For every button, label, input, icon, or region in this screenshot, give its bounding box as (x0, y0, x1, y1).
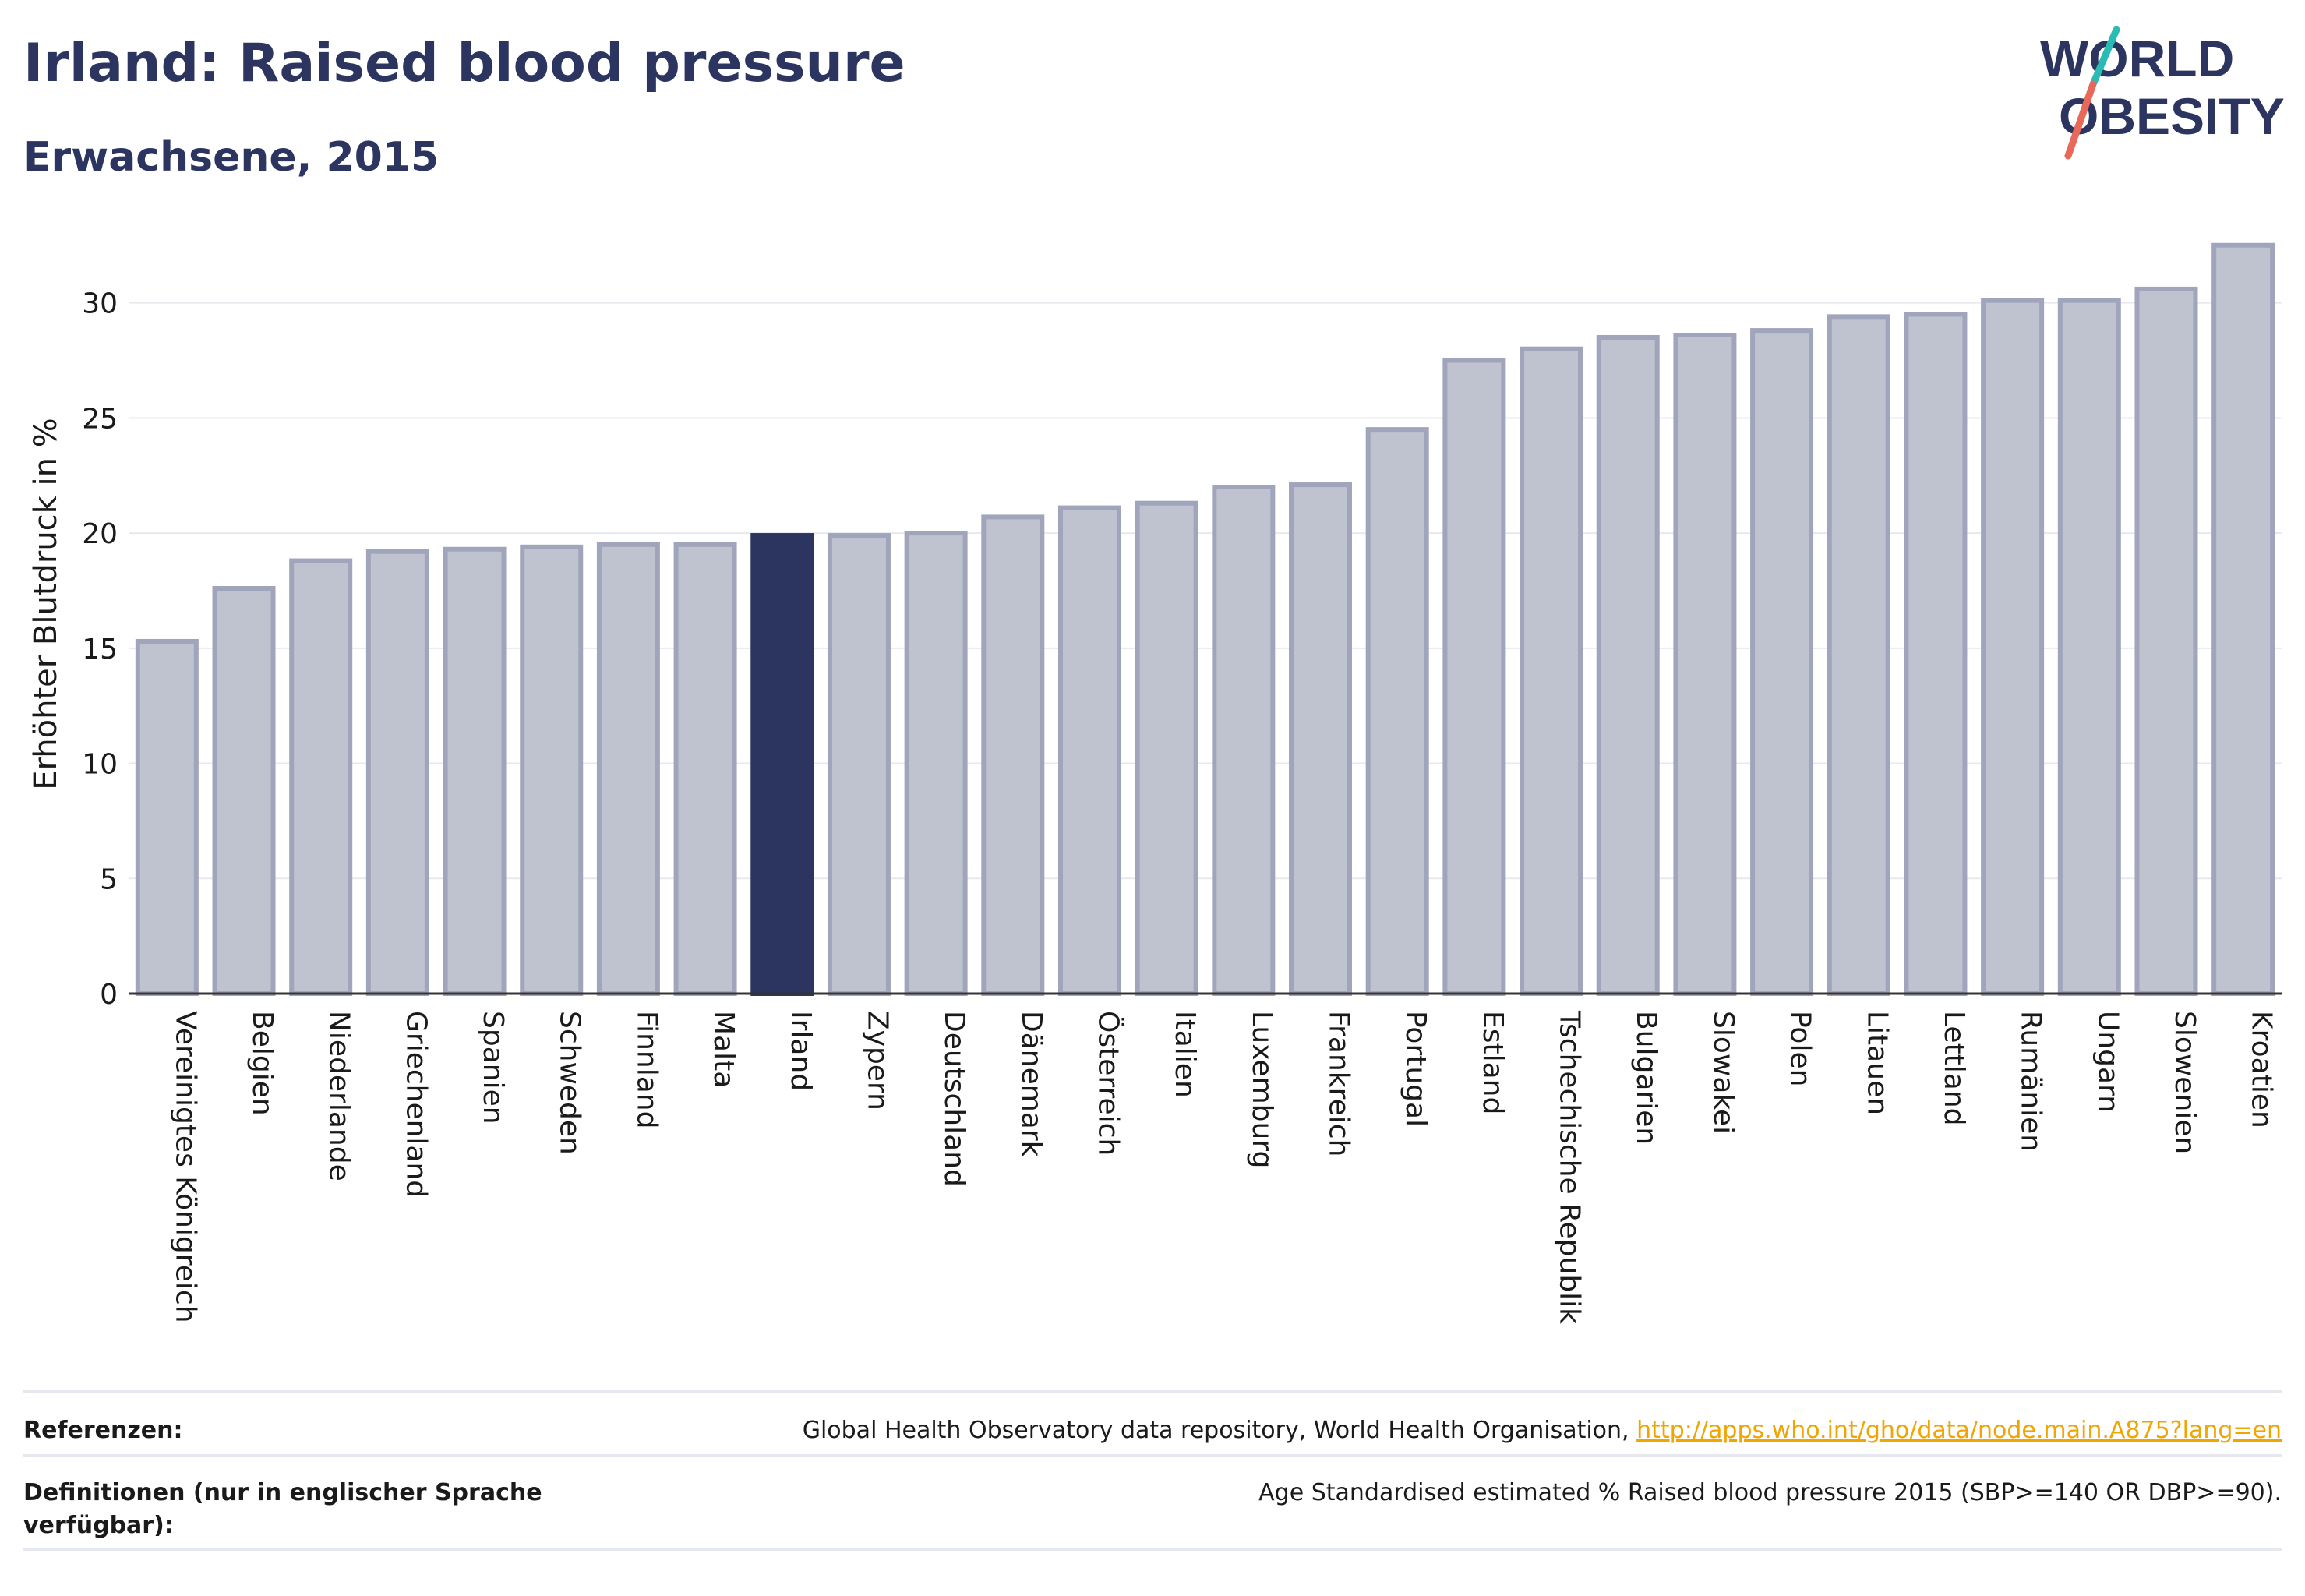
logo-line2: OBESITY (2059, 87, 2285, 145)
y-tick-label: 25 (82, 403, 118, 435)
bar-luxemburg (1212, 485, 1276, 996)
references-value: Global Health Observatory data repositor… (803, 1414, 2282, 1447)
bar-estland (1442, 358, 1506, 996)
x-tick-label: Niederlande (323, 1011, 355, 1181)
references-label: Referenzen: (23, 1417, 183, 1444)
x-tick-label: Vereinigtes Königreich (169, 1011, 201, 1323)
x-tick-label: Spanien (477, 1011, 509, 1125)
x-tick-label: Slowenien (2169, 1011, 2201, 1154)
bar-österreich (1057, 505, 1121, 996)
chart-subtitle: Erwachsene, 2015 (23, 134, 439, 181)
references-row: Referenzen: Global Health Observatory da… (23, 1390, 2282, 1454)
bar-deutschland (904, 531, 968, 996)
y-tick-label: 20 (82, 518, 118, 550)
bar-spanien (443, 546, 507, 996)
x-tick-label: Schweden (554, 1011, 586, 1155)
x-tick-label: Deutschland (938, 1011, 970, 1187)
y-axis-label: Erhöhter Blutdruck in % (28, 418, 64, 789)
x-tick-label: Ungarn (2091, 1011, 2123, 1113)
x-tick-label: Frankreich (1323, 1011, 1355, 1156)
x-tick-label: Tschechische Republik (1554, 1010, 1586, 1324)
bar-ungarn (2057, 298, 2121, 996)
x-tick-label: Griechenland (400, 1011, 432, 1198)
bar-chart: 0 5 10 15 20 25 30 Vereinigtes Königreich Belgie… (28, 242, 2282, 1324)
y-tick-label: 5 (100, 863, 118, 895)
bar-vereinigtes-königreich (135, 638, 199, 996)
logo-slash-bottom (2064, 80, 2097, 160)
bar-dänemark (981, 514, 1045, 996)
x-tick-label: Malta (708, 1011, 740, 1088)
definitions-row: Definitionen (nur in englischer Sprache … (23, 1454, 2282, 1551)
x-tick-label: Irland (785, 1011, 817, 1091)
bar-frankreich (1289, 482, 1353, 996)
bar-griechenland (365, 549, 429, 996)
bar-lettland (1904, 312, 1968, 996)
bar-zypern (827, 533, 891, 996)
x-tick-label: Zypern (861, 1011, 893, 1110)
bar-schweden (520, 544, 584, 996)
logo-line1: WORLD (2040, 30, 2234, 87)
references-text: Global Health Observatory data repositor… (802, 1417, 1629, 1444)
x-tick-label: Luxemburg (1246, 1011, 1278, 1168)
bar-finnland (596, 542, 660, 996)
y-tick-label: 30 (82, 288, 118, 320)
x-tick-label: Italien (1169, 1011, 1201, 1098)
x-tick-label: Finnland (630, 1011, 662, 1128)
bar-portugal (1365, 427, 1429, 996)
bar-polen (1750, 328, 1814, 997)
definitions-label: Definitionen (nur in englischer Sprache … (23, 1479, 542, 1539)
y-tick-label: 15 (82, 634, 118, 666)
x-tick-label: Österreich (1092, 1011, 1124, 1156)
bar-tschechische-republik (1520, 346, 1583, 996)
bar-irland (750, 533, 814, 996)
y-tick-label: 10 (82, 749, 118, 781)
world-obesity-logo: WORLD OBESITY (2040, 26, 2285, 160)
x-tick-label: Lettland (1938, 1011, 1970, 1126)
bar-layer (135, 242, 2275, 997)
bar-litauen (1827, 314, 1890, 996)
definitions-text: Age Standardised estimated % Raised bloo… (1258, 1479, 2282, 1506)
x-tick-label: Belgien (246, 1011, 278, 1116)
bar-italien (1135, 500, 1198, 996)
bar-kroatien (2211, 242, 2275, 997)
x-tick-label: Rumänien (2015, 1011, 2047, 1152)
logo-slash-top (2089, 26, 2120, 88)
x-tick-label: Bulgarien (1630, 1011, 1662, 1145)
x-tick-label: Portugal (1400, 1011, 1431, 1127)
bar-slowakei (1673, 333, 1737, 996)
x-tick-label: Slowakei (1707, 1011, 1739, 1134)
axis-layer: 0 5 10 15 20 25 30 Vereinigtes Königreich Belgie… (82, 288, 2282, 1324)
x-tick-label: Polen (1784, 1011, 1816, 1086)
bar-bulgarien (1596, 334, 1660, 997)
chart-title: Irland: Raised blood pressure (23, 33, 905, 94)
x-tick-label: Estland (1477, 1011, 1509, 1114)
bar-niederlande (289, 558, 353, 996)
x-tick-label: Litauen (1861, 1011, 1893, 1115)
x-tick-label: Kroatien (2246, 1011, 2278, 1128)
bar-malta (673, 542, 737, 996)
footer: Referenzen: Global Health Observatory da… (23, 1390, 2282, 1551)
bar-rumänien (1981, 298, 2045, 996)
references-link[interactable]: http://apps.who.int/gho/data/node.main.A… (1636, 1417, 2282, 1444)
bar-belgien (212, 586, 276, 996)
y-tick-label: 0 (100, 979, 118, 1011)
x-tick-label: Dänemark (1015, 1011, 1047, 1157)
bar-slowenien (2134, 286, 2198, 996)
